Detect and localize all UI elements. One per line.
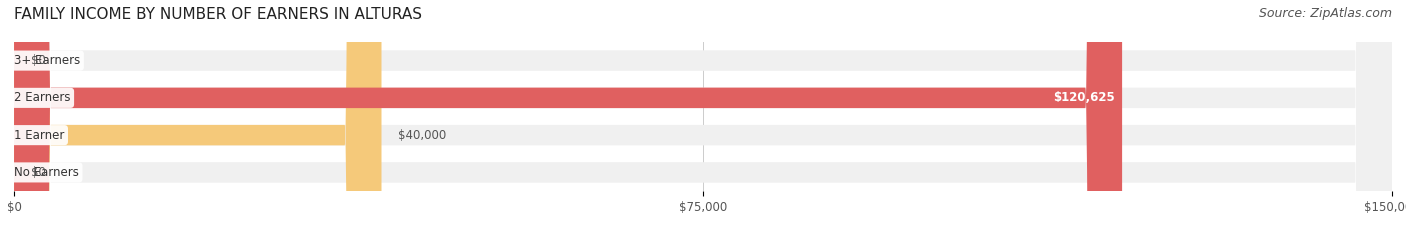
Text: $0: $0 [31, 166, 45, 179]
FancyBboxPatch shape [14, 0, 1392, 233]
FancyBboxPatch shape [14, 0, 1122, 233]
Text: FAMILY INCOME BY NUMBER OF EARNERS IN ALTURAS: FAMILY INCOME BY NUMBER OF EARNERS IN AL… [14, 7, 422, 22]
FancyBboxPatch shape [14, 0, 1392, 233]
FancyBboxPatch shape [14, 0, 1392, 233]
FancyBboxPatch shape [14, 0, 381, 233]
Text: 1 Earner: 1 Earner [14, 129, 65, 142]
Text: $40,000: $40,000 [398, 129, 446, 142]
Text: Source: ZipAtlas.com: Source: ZipAtlas.com [1258, 7, 1392, 20]
FancyBboxPatch shape [14, 0, 1392, 233]
Text: 2 Earners: 2 Earners [14, 91, 70, 104]
Text: 3+ Earners: 3+ Earners [14, 54, 80, 67]
Text: $0: $0 [31, 54, 45, 67]
Text: $120,625: $120,625 [1053, 91, 1115, 104]
Text: No Earners: No Earners [14, 166, 79, 179]
